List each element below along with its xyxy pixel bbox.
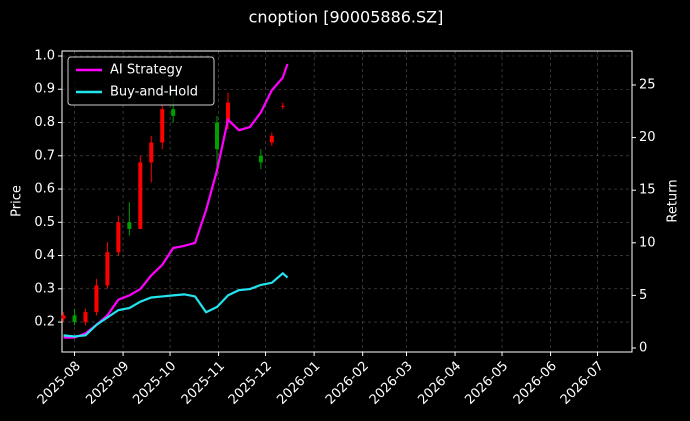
candle-body	[280, 105, 285, 107]
x-tick-label: 2025-11	[179, 359, 228, 408]
candle-body	[149, 142, 154, 163]
x-tick-label: 2026-03	[367, 359, 416, 408]
x-tick-label: 2026-02	[323, 359, 372, 408]
x-tick-label: 2026-05	[462, 359, 511, 408]
y-tick-label: 0.4	[34, 248, 55, 263]
x-tick-label: 2025-09	[83, 359, 132, 408]
legend-label: Buy-and-Hold	[110, 85, 198, 100]
plot-frame	[61, 50, 633, 353]
y2-tick-label: 15	[639, 183, 656, 198]
candle-body	[215, 122, 220, 150]
y2-tick-label: 10	[639, 235, 656, 250]
y-tick-label: 0.5	[34, 215, 55, 230]
candle-body	[138, 162, 143, 229]
x-tick-label: 2026-01	[274, 359, 323, 408]
candle-body	[269, 135, 274, 143]
y-tick-label: 0.8	[34, 115, 55, 130]
x-tick-label: 2026-06	[511, 359, 560, 408]
candle-body	[160, 109, 165, 143]
candle-body	[171, 109, 176, 116]
y2-tick-label: 5	[639, 288, 647, 303]
y-tick-label: 0.7	[34, 148, 55, 163]
y-tick-label: 1.0	[34, 48, 55, 63]
y2-tick-label: 25	[639, 77, 656, 92]
x-tick-label: 2025-08	[35, 359, 84, 408]
candle-body	[127, 222, 132, 229]
candle-body	[258, 155, 263, 163]
y-axis-label: Price	[10, 185, 25, 217]
candle-body	[116, 222, 121, 253]
x-tick-label: 2026-04	[415, 359, 464, 408]
y2-axis-label: Return	[666, 179, 681, 222]
candle-body	[61, 315, 66, 319]
candle-body	[225, 102, 230, 123]
line-series	[63, 271, 289, 338]
legend-label: AI Strategy	[110, 63, 183, 78]
candle-body	[105, 252, 110, 286]
x-tick-label: 2025-12	[226, 359, 275, 408]
y-tick-label: 0.6	[34, 182, 55, 197]
candle-body	[83, 312, 88, 323]
y2-tick-label: 0	[639, 341, 647, 356]
x-tick-label: 2026-07	[558, 359, 607, 408]
y-tick-label: 0.2	[34, 315, 55, 330]
y2-tick-label: 20	[639, 130, 656, 145]
y-tick-label: 0.3	[34, 281, 55, 296]
candle-body	[94, 285, 99, 313]
chart-title: cnoption [90005886.SZ]	[249, 8, 444, 27]
x-tick-label: 2025-10	[130, 359, 179, 408]
candle-body	[72, 315, 77, 323]
legend-box	[67, 56, 215, 106]
y-tick-label: 0.9	[34, 82, 55, 97]
